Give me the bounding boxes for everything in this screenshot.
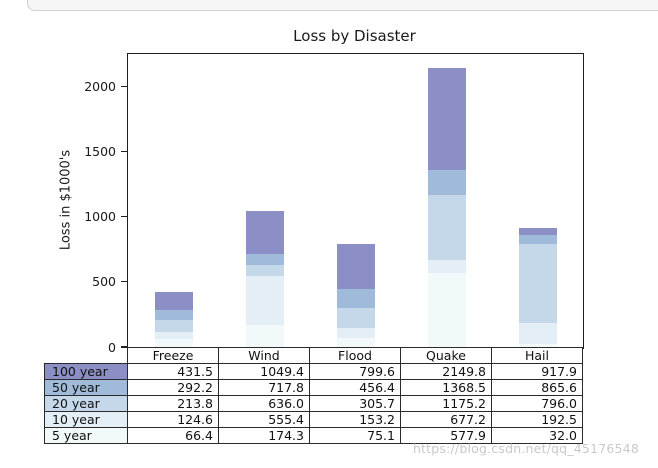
bar-segment-hail-100-year (518, 228, 557, 236)
table-cell: 577.9 (400, 427, 492, 444)
y-tick-label: 2000 (84, 78, 116, 94)
bar-segment-quake-50-year (427, 169, 466, 195)
table-cell: 717.8 (218, 379, 310, 396)
bar-segment-freeze-100-year (154, 291, 193, 310)
table-cell: 865.6 (491, 379, 583, 396)
y-tick-mark (121, 346, 127, 348)
bar-segment-hail-50-year (518, 235, 557, 245)
bar-segment-freeze-10-year (154, 331, 193, 340)
table-cell: 555.4 (218, 411, 310, 428)
y-tick-label: 1500 (84, 144, 116, 160)
bar-segment-freeze-50-year (154, 309, 193, 321)
table-cell: 431.5 (127, 363, 219, 380)
table-row: 5 year 66.4 174.3 75.1 577.9 32.0 (44, 427, 583, 444)
table-cell: 66.4 (127, 427, 219, 444)
chart-title: Loss by Disaster (293, 27, 416, 45)
table-cell: 636.0 (218, 395, 310, 412)
table-row: 20 year 213.8 636.0 305.7 1175.2 796.0 (44, 395, 583, 412)
bar-segment-freeze-20-year (154, 320, 193, 332)
table-cell: 1175.2 (400, 395, 492, 412)
bar-segment-wind-5-year (245, 325, 284, 348)
bar-segment-flood-100-year (336, 243, 375, 289)
table-cell: 305.7 (309, 395, 401, 412)
top-panel-fragment (27, 0, 658, 11)
table-col-header: Flood (309, 347, 401, 364)
bar-segment-wind-10-year (245, 275, 284, 326)
table-cell: 153.2 (309, 411, 401, 428)
table-col-header: Hail (491, 347, 583, 364)
bar-segment-wind-100-year (245, 211, 284, 255)
y-tick-label: 500 (92, 274, 116, 290)
y-tick-mark (121, 281, 127, 283)
table-row-label: 50 year (44, 379, 128, 396)
bar-segment-flood-10-year (336, 328, 375, 339)
table-row-label: 10 year (44, 411, 128, 428)
bar-segment-quake-5-year (427, 272, 466, 348)
table-cell: 677.2 (400, 411, 492, 428)
table-cell: 456.4 (309, 379, 401, 396)
watermark-url: https://blog.csdn.net/qq_45176548 (412, 441, 639, 456)
bar-segment-quake-10-year (427, 259, 466, 273)
bar-segment-flood-20-year (336, 308, 375, 329)
bar-segment-flood-5-year (336, 338, 375, 348)
bar-segment-hail-20-year (518, 244, 557, 323)
table-cell: 292.2 (127, 379, 219, 396)
table-row: 100 year 431.5 1049.4 799.6 2149.8 917.9 (44, 363, 583, 380)
table-cell: 2149.8 (400, 363, 492, 380)
table-cell: 1049.4 (218, 363, 310, 380)
table-cell: 796.0 (491, 395, 583, 412)
table-col-header: Wind (218, 347, 310, 364)
y-tick-label: 0 (108, 339, 116, 355)
table-col-header: Quake (400, 347, 492, 364)
bar-segment-hail-5-year (518, 343, 557, 348)
table-row-label: 100 year (44, 363, 128, 380)
bar-segment-quake-20-year (427, 194, 466, 260)
table-cell: 124.6 (127, 411, 219, 428)
table-header-row: Freeze Wind Flood Quake Hail (45, 347, 583, 364)
table-row: 10 year 124.6 555.4 153.2 677.2 192.5 (44, 411, 583, 428)
table-cell: 174.3 (218, 427, 310, 444)
bar-segment-freeze-5-year (154, 339, 193, 348)
bar-segment-hail-10-year (518, 322, 557, 344)
y-tick-mark (121, 85, 127, 88)
table-cell: 917.9 (491, 363, 583, 380)
table-row-label: 20 year (44, 395, 128, 412)
table-cell: 799.6 (309, 363, 401, 380)
table-cell: 192.5 (491, 411, 583, 428)
table-row-label: 5 year (44, 427, 128, 444)
table-cell: 213.8 (127, 395, 219, 412)
loss-table: Freeze Wind Flood Quake Hail 100 year 431.5 104… (44, 347, 583, 444)
table-cell: 75.1 (309, 427, 401, 444)
plot-area (127, 53, 584, 349)
y-axis-label: Loss in $1000's (58, 149, 74, 251)
bar-segment-quake-100-year (427, 67, 466, 170)
y-tick-mark (121, 151, 127, 153)
table-cell: 1368.5 (400, 379, 492, 396)
bar-segment-wind-20-year (245, 265, 284, 276)
table-row: 50 year 292.2 717.8 456.4 1368.5 865.6 (44, 379, 583, 396)
y-tick-label: 1000 (84, 209, 116, 225)
bar-segment-flood-50-year (336, 288, 375, 309)
table-ghost-cell (45, 348, 128, 364)
table-col-header: Freeze (127, 347, 219, 364)
y-tick-mark (121, 216, 127, 218)
bar-segment-wind-50-year (245, 254, 284, 266)
table-cell: 32.0 (491, 427, 583, 444)
